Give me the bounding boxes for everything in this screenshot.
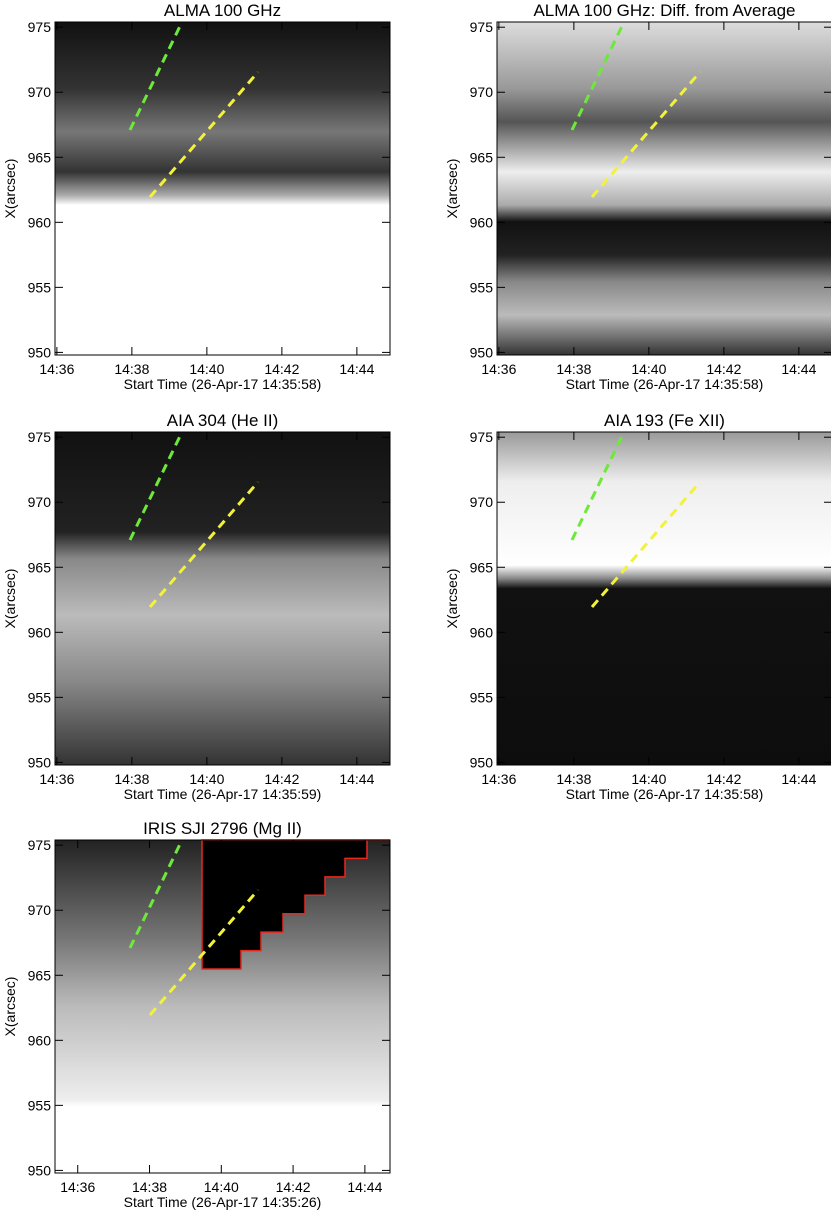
plot-frame (54, 431, 391, 766)
panel: 950 955 960 965 970 975 14:36 14:38 14:40 14:42 14… (2, 411, 391, 802)
y-tick-label: 970 (28, 902, 52, 918)
panel-title: IRIS SJI 2796 (Mg II) (143, 819, 302, 838)
x-tick-label: 14:44 (339, 771, 374, 787)
guide-line (128, 21, 184, 131)
guide-line (570, 21, 626, 131)
x-tick-label: 14:44 (781, 771, 816, 787)
y-tick-label: 965 (28, 967, 52, 983)
x-tick-label: 14:38 (132, 1179, 167, 1195)
x-tick-label: 14:42 (264, 361, 299, 377)
x-tick-label: 14:42 (264, 771, 299, 787)
y-tick-label: 965 (28, 149, 52, 165)
y-tick-label: 950 (28, 1162, 52, 1178)
y-tick-label: 960 (28, 214, 52, 230)
y-tick-label: 975 (470, 19, 494, 35)
y-tick-label: 960 (470, 624, 494, 640)
y-tick-label: 960 (28, 1032, 52, 1048)
panel: 950 955 960 965 970 975 14:36 14:38 14:40 14:42 14… (444, 1, 831, 392)
x-tick-label: 14:44 (781, 361, 816, 377)
heatmap-image (497, 432, 831, 765)
x-tick-label: 14:40 (631, 771, 666, 787)
heatmap-image (497, 22, 831, 355)
x-tick-label: 14:42 (276, 1179, 311, 1195)
panel: 950 955 960 965 970 975 14:36 14:38 14:40 14:42 14… (2, 1, 391, 392)
panel-title: ALMA 100 GHz (164, 1, 281, 20)
x-tick-label: 14:38 (556, 771, 591, 787)
x-tick-label: 14:40 (189, 771, 224, 787)
y-tick-label: 965 (470, 559, 494, 575)
x-tick-label: 14:38 (556, 361, 591, 377)
panel-title: ALMA 100 GHz: Diff. from Average (533, 1, 795, 20)
x-tick-label: 14:40 (204, 1179, 239, 1195)
x-tick-label: 14:36 (481, 771, 516, 787)
y-tick-label: 955 (470, 689, 494, 705)
y-tick-label: 965 (470, 149, 494, 165)
x-tick-label: 14:36 (39, 361, 74, 377)
x-tick-label: 14:42 (706, 361, 741, 377)
x-tick-label: 14:44 (339, 361, 374, 377)
masked-region (201, 839, 390, 970)
guide-line (128, 839, 184, 949)
y-tick-label: 955 (28, 1097, 52, 1113)
y-tick-label: 950 (28, 754, 52, 770)
x-axis-label: Start Time (26-Apr-17 14:35:58) (124, 376, 322, 392)
y-tick-label: 960 (470, 214, 494, 230)
y-tick-label: 950 (470, 754, 494, 770)
plot-frame (54, 839, 391, 1174)
plot-frame (496, 21, 831, 356)
guide-line (148, 889, 260, 1016)
guide-line (128, 431, 184, 541)
y-axis-label: X(arcsec) (444, 159, 460, 219)
plot-frame (496, 431, 831, 766)
x-tick-label: 14:40 (189, 361, 224, 377)
y-tick-label: 955 (28, 689, 52, 705)
x-tick-label: 14:38 (114, 771, 149, 787)
y-axis-label: X(arcsec) (2, 977, 18, 1037)
guide-line (590, 481, 702, 608)
y-tick-label: 950 (28, 344, 52, 360)
y-tick-label: 975 (28, 429, 52, 445)
guide-line (148, 481, 260, 608)
y-tick-label: 955 (470, 279, 494, 295)
y-tick-label: 970 (28, 494, 52, 510)
y-tick-label: 950 (470, 344, 494, 360)
y-tick-label: 960 (28, 624, 52, 640)
panel: 950 955 960 965 970 975 14:36 14:38 14:40 14:42 14… (2, 819, 391, 1210)
heatmap-image (55, 22, 390, 355)
panel-title: AIA 193 (Fe XII) (604, 411, 725, 430)
panel-title: AIA 304 (He II) (167, 411, 279, 430)
y-tick-label: 965 (28, 559, 52, 575)
guide-line (570, 431, 626, 541)
x-tick-label: 14:36 (481, 361, 516, 377)
guide-line (590, 71, 702, 198)
x-axis-label: Start Time (26-Apr-17 14:35:58) (566, 376, 764, 392)
y-tick-label: 955 (28, 279, 52, 295)
x-axis-label: Start Time (26-Apr-17 14:35:26) (124, 1194, 322, 1210)
y-tick-label: 970 (470, 84, 494, 100)
guide-line (148, 71, 260, 198)
x-tick-label: 14:44 (347, 1179, 382, 1195)
y-tick-label: 970 (28, 84, 52, 100)
y-tick-label: 975 (28, 837, 52, 853)
x-axis-label: Start Time (26-Apr-17 14:35:58) (566, 786, 764, 802)
x-tick-label: 14:36 (60, 1179, 95, 1195)
y-tick-label: 970 (470, 494, 494, 510)
y-tick-label: 975 (470, 429, 494, 445)
heatmap-image (55, 432, 390, 765)
y-axis-label: X(arcsec) (2, 159, 18, 219)
x-tick-label: 14:42 (706, 771, 741, 787)
x-axis-label: Start Time (26-Apr-17 14:35:59) (124, 786, 322, 802)
y-axis-label: X(arcsec) (2, 569, 18, 629)
x-tick-label: 14:36 (39, 771, 74, 787)
y-tick-label: 975 (28, 19, 52, 35)
x-tick-label: 14:40 (631, 361, 666, 377)
x-tick-label: 14:38 (114, 361, 149, 377)
y-axis-label: X(arcsec) (444, 569, 460, 629)
panel: 950 955 960 965 970 975 14:36 14:38 14:40 14:42 14… (444, 411, 831, 802)
plot-frame (54, 21, 391, 356)
